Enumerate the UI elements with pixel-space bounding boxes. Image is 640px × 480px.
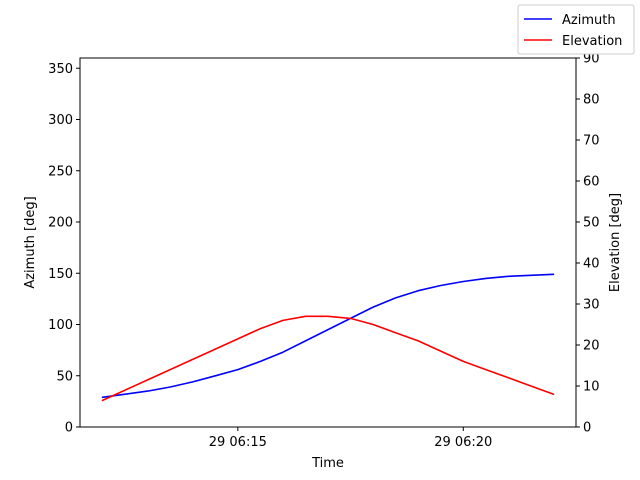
- legend-box: [517, 4, 635, 55]
- left-tick-label: 0: [65, 421, 73, 436]
- x-tick-label: 29 06:20: [434, 435, 492, 450]
- legend-label-azimuth: Azimuth: [562, 13, 616, 28]
- right-tick-label: 50: [583, 216, 600, 231]
- plot-frame: [79, 57, 577, 428]
- x-axis-label: Time: [311, 456, 344, 471]
- x-axis: 29 06:15 29 06:20: [209, 427, 492, 450]
- left-tick-label: 350: [48, 62, 73, 77]
- series-line-azimuth: [101, 273, 555, 399]
- left-axis: 0 50 100 150 200 250 300 350: [48, 62, 80, 436]
- right-tick-label: 0: [583, 421, 591, 436]
- left-tick-label: 300: [48, 113, 73, 128]
- series-line-elevation: [101, 315, 555, 402]
- right-tick-label: 40: [583, 257, 600, 272]
- left-tick-label: 250: [48, 164, 73, 179]
- left-tick-label: 200: [48, 216, 73, 231]
- legend: Azimuth Elevation: [517, 4, 635, 55]
- left-tick-label: 100: [48, 318, 73, 333]
- right-tick-label: 70: [583, 134, 600, 149]
- right-axis-label: Elevation [deg]: [608, 193, 623, 292]
- right-tick-label: 80: [583, 93, 600, 108]
- left-axis-label: Azimuth [deg]: [23, 196, 38, 288]
- right-tick-label: 60: [583, 175, 600, 190]
- right-axis: 0 10 20 30 40 50 60 70 80 90: [576, 52, 600, 436]
- right-tick-label: 20: [583, 339, 600, 354]
- left-tick-label: 150: [48, 267, 73, 282]
- plot-lines: [101, 273, 555, 402]
- x-tick-label: 29 06:15: [209, 435, 267, 450]
- legend-label-elevation: Elevation: [562, 34, 622, 49]
- right-tick-label: 90: [583, 52, 600, 67]
- left-tick-label: 50: [56, 369, 73, 384]
- right-tick-label: 10: [583, 380, 600, 395]
- right-tick-label: 30: [583, 298, 600, 313]
